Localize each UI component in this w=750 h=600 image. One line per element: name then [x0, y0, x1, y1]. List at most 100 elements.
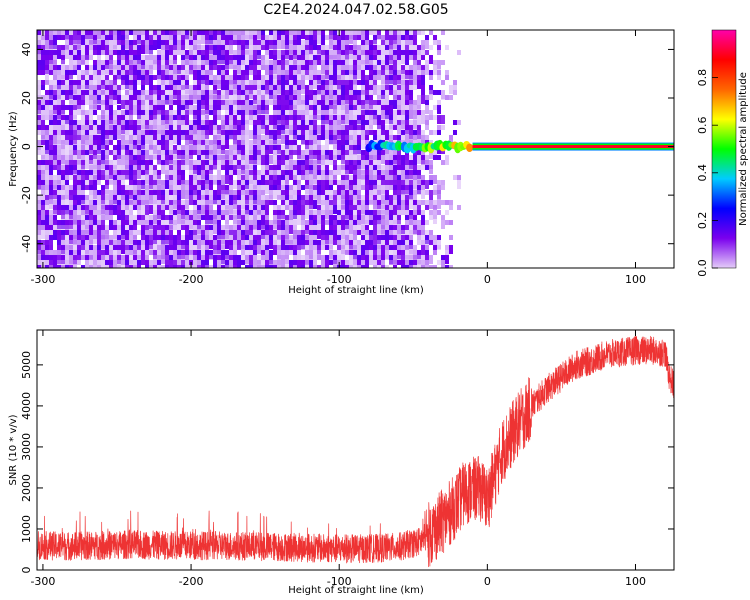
spectrogram-cell	[65, 65, 69, 70]
spectrogram-cell	[401, 35, 405, 40]
spectrogram-cell	[165, 110, 169, 119]
spectrogram-cell	[109, 250, 113, 255]
spectrogram-cell	[57, 210, 61, 215]
spectrogram-cell	[221, 230, 225, 239]
spectrogram-cell	[241, 105, 245, 110]
spectrogram-cell	[377, 175, 381, 180]
spectrogram-cell	[157, 95, 161, 100]
spectrogram-cell	[165, 55, 169, 60]
spectrogram-cell	[389, 130, 393, 139]
spectrogram-cell	[201, 135, 205, 140]
spectrogram-cell	[217, 255, 221, 260]
spectrogram-cell	[53, 200, 57, 205]
spectrogram-cell	[57, 70, 61, 75]
spectrogram-cell	[325, 155, 329, 160]
spectrogram-cell	[93, 165, 97, 174]
spectrogram-cell	[49, 30, 53, 35]
spectrogram-cell	[297, 180, 301, 185]
spectrogram-cell	[61, 115, 65, 120]
spectrogram-cell	[193, 65, 197, 70]
spectrogram-cell	[337, 230, 341, 235]
spectrogram-cell	[189, 50, 193, 59]
spectrogram-cell	[133, 140, 137, 149]
spectrogram-cell	[425, 240, 429, 245]
spectrogram-cell	[417, 125, 421, 134]
spectrogram-cell	[77, 200, 81, 205]
spectrogram-cell	[317, 230, 321, 239]
spectrogram-cell	[369, 30, 373, 35]
spectrogram-cell	[213, 235, 217, 240]
spectrogram-cell	[109, 30, 113, 35]
spectrogram-cell	[81, 265, 85, 268]
spectrogram-cell	[113, 205, 117, 214]
spectrogram-cell	[373, 225, 377, 230]
spectrogram-cell	[421, 165, 425, 170]
spectrogram-cell	[241, 85, 245, 94]
spectrogram-cell	[69, 240, 73, 249]
spectrogram-cell	[313, 110, 317, 119]
spectrogram-cell	[389, 170, 393, 175]
spectrogram-cell	[457, 175, 461, 180]
spectrogram-cell	[357, 55, 361, 60]
spectrogram-cell	[349, 55, 353, 60]
spectrogram-cell	[253, 245, 257, 250]
spectrogram-cell	[405, 240, 409, 249]
spectrogram-cell	[201, 65, 205, 70]
spectrogram-cell	[189, 165, 193, 170]
spectrogram-cell	[193, 195, 197, 204]
spectrogram-cell	[193, 95, 197, 104]
spectrogram-cell	[409, 230, 413, 235]
spectrogram-cell	[213, 35, 217, 40]
spectrogram-cell	[321, 165, 325, 170]
spectrogram-cell	[405, 255, 409, 260]
spectrogram-cell	[81, 235, 85, 240]
spectrogram-cell	[49, 55, 53, 64]
spectrogram-cell	[105, 110, 109, 115]
spectrogram-cell	[69, 185, 73, 190]
spectrogram-cell	[173, 60, 177, 65]
spectrogram-cell	[381, 60, 385, 65]
spectrogram-cell	[101, 40, 105, 45]
spectrogram-cell	[353, 160, 357, 165]
spectrogram-cell	[337, 140, 341, 149]
spectrogram-cell	[157, 205, 161, 210]
spectrogram-cell	[69, 170, 73, 175]
spectrogram-cell	[333, 200, 337, 205]
spectrogram-cell	[401, 250, 405, 259]
spectrogram-cell	[253, 130, 257, 139]
spectrogram-cell	[349, 70, 353, 75]
spectrogram-cell	[113, 190, 117, 199]
spectrogram-cell	[345, 225, 349, 230]
spectrogram-cell	[125, 40, 129, 49]
spectrogram-cell	[125, 100, 129, 105]
spectrogram-cell	[141, 160, 145, 165]
spectrogram-cell	[177, 240, 181, 245]
spectrogram-cell	[237, 245, 241, 250]
spectrogram-cell	[221, 130, 225, 135]
spectrogram-cell	[89, 55, 93, 60]
spectrogram-cell	[97, 125, 101, 134]
spectrogram-cell	[225, 45, 229, 50]
spectrogram-cell	[393, 245, 397, 250]
snr-series-line	[37, 335, 674, 568]
spectrogram-cell	[297, 170, 301, 175]
spectrogram-cell	[353, 210, 357, 215]
spectrogram-cell	[281, 260, 285, 268]
spectrogram-cell	[61, 210, 65, 219]
spectrogram-cell	[265, 225, 269, 234]
spectrogram-cell	[341, 250, 345, 255]
spectrogram-cell	[361, 250, 365, 259]
spectrogram-cell	[153, 150, 157, 159]
spectrogram-cell	[305, 220, 309, 225]
spectrogram-cell	[229, 130, 233, 139]
spectrogram-cell	[45, 245, 49, 250]
spectrogram-cell	[121, 130, 125, 135]
spectrogram-cell	[173, 45, 177, 50]
spectrogram-cell	[273, 215, 277, 224]
spectrogram-cell	[401, 115, 405, 124]
spectrogram-cell	[141, 175, 145, 180]
spectrogram-cell	[105, 80, 109, 89]
spectrogram-cell	[321, 85, 325, 90]
spectrogram-cell	[305, 170, 309, 175]
spectrogram-cell	[373, 90, 377, 95]
